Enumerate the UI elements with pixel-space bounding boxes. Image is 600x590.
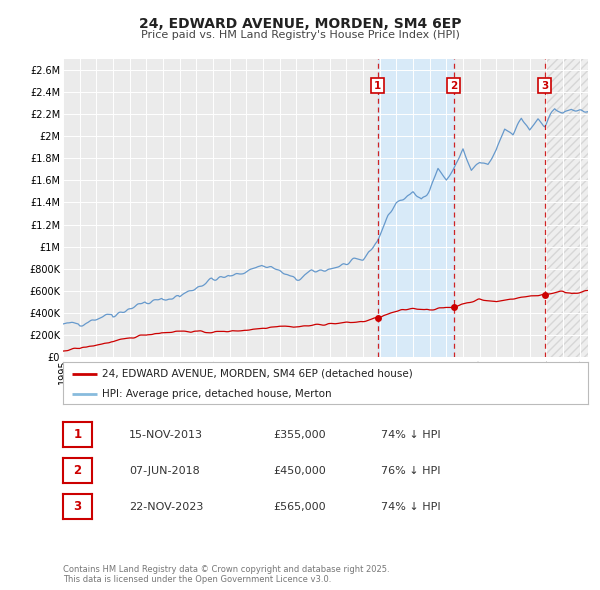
Text: 1: 1 bbox=[374, 81, 381, 91]
Text: 15-NOV-2013: 15-NOV-2013 bbox=[129, 430, 203, 440]
Text: 74% ↓ HPI: 74% ↓ HPI bbox=[381, 430, 440, 440]
Bar bbox=[545, 59, 588, 357]
Text: 22-NOV-2023: 22-NOV-2023 bbox=[129, 502, 203, 512]
Text: 3: 3 bbox=[541, 81, 548, 91]
Text: 1: 1 bbox=[73, 428, 82, 441]
Text: HPI: Average price, detached house, Merton: HPI: Average price, detached house, Mert… bbox=[103, 389, 332, 398]
Text: £565,000: £565,000 bbox=[273, 502, 326, 512]
Text: 2: 2 bbox=[450, 81, 457, 91]
Text: £355,000: £355,000 bbox=[273, 430, 326, 440]
Text: 3: 3 bbox=[73, 500, 82, 513]
Text: Price paid vs. HM Land Registry's House Price Index (HPI): Price paid vs. HM Land Registry's House … bbox=[140, 30, 460, 40]
Text: 74% ↓ HPI: 74% ↓ HPI bbox=[381, 502, 440, 512]
Text: 07-JUN-2018: 07-JUN-2018 bbox=[129, 466, 200, 476]
Text: £450,000: £450,000 bbox=[273, 466, 326, 476]
Text: 24, EDWARD AVENUE, MORDEN, SM4 6EP: 24, EDWARD AVENUE, MORDEN, SM4 6EP bbox=[139, 17, 461, 31]
Bar bbox=[377, 59, 454, 357]
Text: 76% ↓ HPI: 76% ↓ HPI bbox=[381, 466, 440, 476]
Text: Contains HM Land Registry data © Crown copyright and database right 2025.
This d: Contains HM Land Registry data © Crown c… bbox=[63, 565, 389, 584]
Text: 24, EDWARD AVENUE, MORDEN, SM4 6EP (detached house): 24, EDWARD AVENUE, MORDEN, SM4 6EP (deta… bbox=[103, 369, 413, 379]
Text: 2: 2 bbox=[73, 464, 82, 477]
